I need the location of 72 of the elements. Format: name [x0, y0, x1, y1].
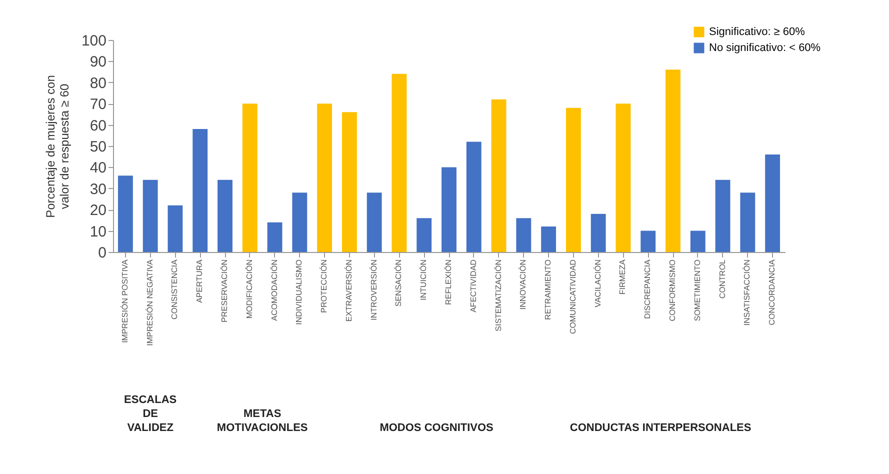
- y-tick-label: 90: [90, 54, 106, 71]
- bar: [392, 74, 407, 252]
- x-tick-label: IMPRESIÓN POSITIVA: [120, 258, 130, 343]
- bar: [192, 129, 208, 252]
- bar: [267, 222, 282, 252]
- legend-label: No significativo: < 60%: [709, 42, 821, 54]
- bar: [566, 108, 581, 252]
- x-tick-label: APERTURA: [195, 258, 204, 303]
- bar: [765, 154, 780, 252]
- x-tick-label: DISCREPANCIA: [643, 258, 652, 319]
- x-tick-label: SOMETIMIENTO: [692, 260, 702, 322]
- bar: [590, 214, 606, 252]
- bar: [690, 230, 706, 252]
- x-tick-label: SENSACIÓN: [394, 259, 404, 307]
- y-tick-label: 70: [90, 96, 106, 114]
- bar: [366, 192, 382, 252]
- bar: [715, 180, 730, 252]
- x-tick-label: FIRMEZA: [618, 258, 628, 295]
- x-tick-label: INTROVERSIÓN: [369, 259, 378, 320]
- bar: [118, 176, 133, 252]
- bar: [342, 112, 357, 252]
- bar: [541, 226, 556, 252]
- x-tick-label: CONFORMISMO: [668, 260, 677, 322]
- bar: [491, 99, 506, 252]
- y-tick-label: 60: [90, 117, 106, 134]
- y-tick-label: 100: [81, 32, 106, 50]
- bar: [466, 142, 482, 252]
- x-tick-label: INNOVACIÓN: [518, 259, 528, 310]
- x-tick-label: INSATISFACCIÓN: [742, 259, 752, 326]
- x-tick-label: CONSISTENCIA: [170, 258, 180, 320]
- bar: [516, 218, 532, 252]
- x-tick-label: PRESERVACIÓN: [220, 259, 229, 322]
- x-tick-label: REFLEXIÓN: [444, 259, 453, 305]
- legend-label: Significativo: ≥ 60%: [709, 26, 806, 38]
- x-tick-label: CONTROL: [718, 258, 727, 299]
- text: MODOS COGNITIVOS: [380, 422, 494, 434]
- bar: [416, 218, 432, 252]
- bar: [666, 70, 680, 252]
- x-tick-label: AFECTIVIDAD: [468, 259, 478, 312]
- y-tick-label: 0: [98, 244, 106, 262]
- y-axis-title: Porcentaje de mujeres con valor de respuesta ≥ 60: [43, 75, 72, 218]
- y-tick-label: 10: [90, 223, 106, 240]
- y-tick-label: 80: [90, 74, 106, 92]
- x-tick-label: EXTRAVERSIÓN: [344, 259, 354, 322]
- y-tick-label: 30: [90, 180, 106, 198]
- y-tick-label: 40: [90, 160, 106, 177]
- x-tick-label: MODIFICACIÓN: [244, 259, 254, 319]
- bar: [292, 192, 308, 252]
- text: METAS MOTIVACIONLES: [216, 408, 308, 434]
- x-tick-label: VACILACIÓN: [593, 259, 602, 308]
- bar: [317, 104, 332, 252]
- bar: [640, 230, 656, 252]
- x-tick-label: SISTEMATIZACIÓN: [494, 259, 503, 332]
- bar: [740, 192, 756, 252]
- text: ESCALAS DE VALIDEZ: [124, 394, 177, 434]
- y-tick-label: 20: [90, 202, 106, 220]
- bar: [218, 180, 232, 252]
- x-tick-label: IMPRESIÓN NEGATIVA: [145, 258, 154, 346]
- x-tick-label: ACOMODACIÓN: [270, 259, 279, 321]
- y-tick-label: 50: [90, 138, 106, 156]
- x-tick-label: COMUNICATIVIDAD: [568, 259, 578, 334]
- x-tick-label: INDIVIDUALISMO: [294, 260, 304, 325]
- bar: [242, 104, 258, 252]
- bar: [142, 180, 158, 252]
- x-tick-label: INTUICIÓN: [419, 259, 428, 300]
- bar: [616, 104, 631, 252]
- x-tick-label: RETRAIMIENTO: [544, 260, 553, 320]
- bar: [442, 167, 456, 252]
- x-tick-label: CONCORDANCIA: [768, 258, 777, 326]
- x-tick-label: PROTECCIÓN: [320, 259, 329, 313]
- text: CONDUCTAS INTERPERSONALES: [570, 422, 752, 434]
- bar: [168, 205, 183, 252]
